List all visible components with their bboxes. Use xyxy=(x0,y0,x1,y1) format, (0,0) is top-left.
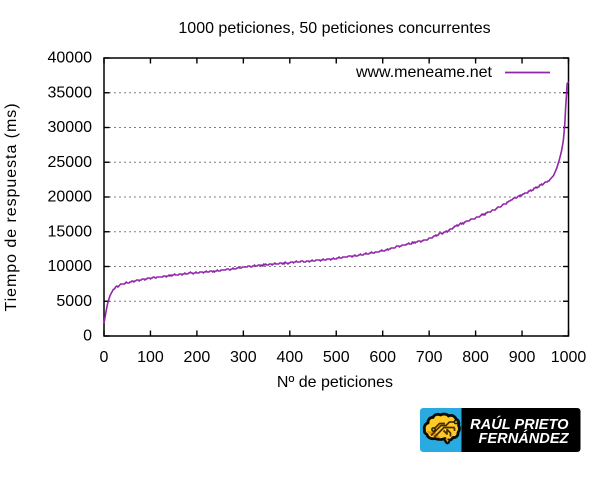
svg-text:800: 800 xyxy=(462,349,489,366)
svg-text:300: 300 xyxy=(230,349,257,366)
svg-text:700: 700 xyxy=(416,349,443,366)
svg-text:100: 100 xyxy=(137,349,164,366)
svg-text:5000: 5000 xyxy=(56,293,92,310)
svg-text:40000: 40000 xyxy=(48,50,93,67)
svg-text:35000: 35000 xyxy=(48,84,93,101)
svg-text:10000: 10000 xyxy=(48,258,93,275)
svg-text:15000: 15000 xyxy=(48,223,93,240)
svg-text:200: 200 xyxy=(184,349,211,366)
svg-text:1000: 1000 xyxy=(551,349,587,366)
svg-text:500: 500 xyxy=(323,349,350,366)
svg-text:RAÚL PRIETO: RAÚL PRIETO xyxy=(470,415,569,433)
svg-text:25000: 25000 xyxy=(48,154,93,171)
svg-text:400: 400 xyxy=(276,349,303,366)
svg-text:Nº de peticiones: Nº de peticiones xyxy=(277,374,393,391)
svg-text:www.meneame.net: www.meneame.net xyxy=(355,64,493,81)
svg-text:FERNÁNDEZ: FERNÁNDEZ xyxy=(479,430,570,447)
svg-text:20000: 20000 xyxy=(48,189,93,206)
svg-text:30000: 30000 xyxy=(48,119,93,136)
svg-text:900: 900 xyxy=(509,349,536,366)
svg-text:600: 600 xyxy=(369,349,396,366)
svg-text:1000 peticiones, 50 peticiones: 1000 peticiones, 50 peticiones concurren… xyxy=(178,20,490,37)
svg-text:Tiempo de respuesta (ms): Tiempo de respuesta (ms) xyxy=(3,103,20,312)
svg-text:0: 0 xyxy=(100,349,109,366)
svg-text:0: 0 xyxy=(83,328,92,345)
